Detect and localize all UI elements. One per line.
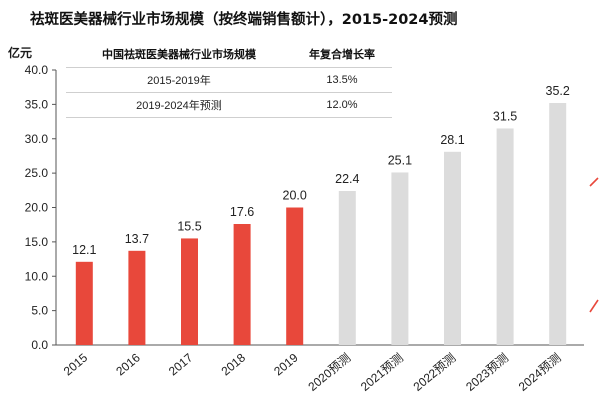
bar [233, 224, 251, 345]
bar-value-label: 22.4 [335, 172, 359, 186]
bar-value-label: 20.0 [283, 189, 307, 203]
x-tick-label: 2018 [219, 350, 249, 378]
bar-value-label: 31.5 [493, 109, 517, 123]
bar [338, 191, 356, 345]
y-axis-unit-label: 亿元 [8, 46, 33, 60]
cagr-header-market-size: 中国祛斑医美器械行业市场规模 [101, 49, 256, 61]
x-tick-label: 2015 [61, 350, 91, 378]
x-tick-label: 2017 [166, 350, 196, 378]
y-tick-label: 40.0 [25, 63, 49, 77]
bar [286, 207, 304, 345]
x-tick-label: 2020预测 [305, 351, 353, 394]
y-tick-label: 0.0 [31, 338, 48, 352]
bar-value-label: 25.1 [388, 153, 412, 167]
cagr-row-2019-2024: 2019-2024年预测 12.0% [66, 92, 392, 118]
decorative-stroke-marks [589, 177, 599, 313]
bar [549, 103, 567, 345]
y-tick-label: 20.0 [25, 201, 49, 215]
bar [391, 172, 409, 345]
bar-value-label: 28.1 [440, 133, 464, 147]
bar [444, 151, 461, 345]
bar-value-label: 13.7 [125, 232, 149, 246]
cagr-row-2015-2019: 2015-2019年 13.5% [66, 67, 392, 93]
x-tick-label: 2024预测 [516, 351, 564, 394]
bar [128, 250, 146, 345]
y-tick-label: 10.0 [25, 269, 49, 283]
cagr-header-growth-rate: 年复合增长率 [308, 49, 375, 61]
bar-value-label: 12.1 [72, 243, 96, 257]
y-tick-label: 35.0 [25, 97, 49, 111]
cagr-rate: 13.5% [326, 74, 358, 86]
cagr-table-header: 中国祛斑医美器械行业市场规模 年复合增长率 [66, 44, 392, 68]
x-tick-label: 2016 [113, 350, 143, 378]
bar-value-label: 15.5 [177, 219, 201, 233]
bar-value-label: 17.6 [230, 205, 254, 219]
y-tick-label: 25.0 [25, 166, 49, 180]
bar [75, 261, 93, 345]
bar [181, 238, 198, 345]
bar-value-label: 35.2 [546, 84, 570, 98]
y-tick-label: 15.0 [25, 235, 49, 249]
bar [496, 128, 514, 345]
x-tick-label: 2023预测 [463, 351, 511, 394]
x-tick-label: 2019 [271, 350, 301, 378]
y-tick-label: 30.0 [25, 132, 49, 146]
cagr-rate: 12.0% [326, 99, 358, 111]
chart-title: 祛斑医美器械行业市场规模（按终端销售额计），2015-2024预测 [30, 12, 458, 28]
cagr-period: 2019-2024年预测 [136, 100, 222, 112]
cagr-table: 中国祛斑医美器械行业市场规模 年复合增长率 2015-2019年 13.5% 2… [66, 44, 392, 118]
y-tick-label: 5.0 [31, 304, 48, 318]
cagr-period: 2015-2019年 [147, 75, 211, 87]
x-tick-label: 2021预测 [358, 351, 406, 394]
x-tick-label: 2022预测 [411, 351, 459, 394]
